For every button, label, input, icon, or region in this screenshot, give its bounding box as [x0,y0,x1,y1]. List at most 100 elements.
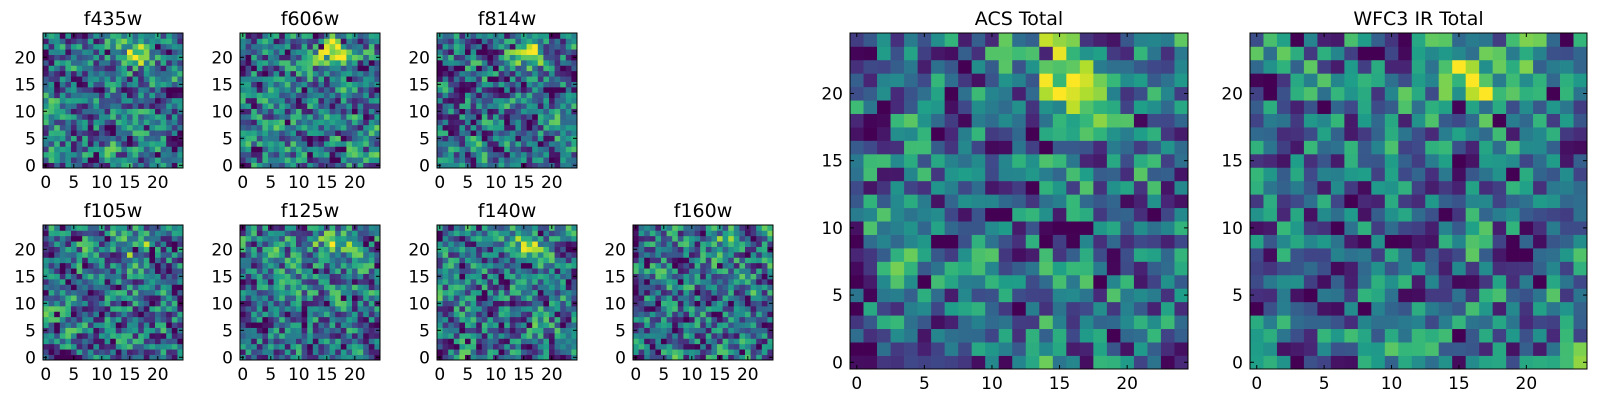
heatmap-cell [756,316,763,323]
panel-title: f105w [84,200,143,222]
heatmap-cell [99,311,105,318]
heatmap-cell [115,268,122,274]
heatmap-cell [268,306,274,312]
x-tick-label: 15 [119,173,141,193]
heatmap-cell [245,316,252,323]
heatmap-cell [76,103,83,109]
heatmap-cell [944,221,959,235]
heatmap-cell [481,157,488,163]
heatmap-cell [138,49,145,55]
heatmap-cell [256,322,263,328]
heatmap-cell [850,248,864,262]
heatmap-cell [54,130,61,136]
heatmap-cell [465,70,471,77]
heatmap-cell [76,33,83,39]
heatmap-cell [143,300,150,307]
heatmap-cell [335,76,342,82]
heatmap-cell [171,76,178,82]
heatmap-cell [363,230,370,237]
heatmap-cell [143,230,150,237]
heatmap-cell [329,70,336,77]
heatmap-cell [59,349,66,355]
heatmap-cell [543,135,550,142]
heatmap-cell [65,246,72,253]
heatmap-cell [633,279,639,285]
heatmap-cell [273,235,280,242]
heatmap-cell [65,87,72,93]
heatmap-cell [143,151,150,158]
heatmap-cell [76,306,83,312]
heatmap-cell [312,252,319,258]
heatmap-cell [739,333,746,339]
heatmap-cell [138,76,145,82]
heatmap-cell [453,235,460,242]
heatmap-cell [850,167,864,182]
heatmap-cell [240,268,246,274]
heatmap-cell [504,81,511,88]
heatmap-cell [448,119,455,126]
heatmap-cell [694,306,701,312]
heatmap-cell [448,70,455,77]
heatmap-cell [71,316,77,323]
heatmap-cell [717,257,723,264]
heatmap-cell [65,103,72,109]
heatmap-cell [307,327,314,334]
heatmap-cell [59,230,66,237]
heatmap-cell [1106,194,1121,209]
heatmap-cell [459,273,466,280]
heatmap-cell [76,241,83,247]
heatmap-cell [543,151,550,158]
heatmap-cell [437,338,443,345]
heatmap-cell [459,295,466,301]
heatmap-cell [127,135,133,142]
heatmap-cell [245,119,252,126]
heatmap-cell [448,241,455,247]
heatmap-cell [132,354,139,361]
heatmap-cell [318,97,325,104]
heatmap-cell [307,54,314,61]
heatmap-cell [76,38,83,45]
heatmap-cell [143,284,150,291]
heatmap-cell [143,311,150,318]
heatmap-cell [138,70,145,77]
heatmap-cell [437,124,443,131]
heatmap-cell [296,252,302,258]
heatmap-cell [1052,342,1067,356]
heatmap-cell [262,306,269,312]
heatmap-cell [374,268,381,274]
heatmap-cell [442,146,449,153]
heatmap-cell [498,54,505,61]
heatmap-cell [363,284,370,291]
heatmap-cell [750,333,757,339]
heatmap-cell [442,124,449,131]
heatmap-cell [93,354,100,361]
heatmap-cell [115,119,122,126]
heatmap-cell [958,342,973,356]
heatmap-cell [476,289,483,296]
heatmap-cell [312,76,319,82]
heatmap-cell [498,343,505,350]
heatmap-cell [655,322,662,328]
heatmap-cell [329,108,336,115]
heatmap-cell [543,108,550,115]
heatmap-cell [59,246,66,253]
heatmap-cell [509,65,516,72]
heatmap-cell [104,157,111,163]
x-tick-label: 15 [316,173,338,193]
heatmap-cell [262,333,269,339]
heatmap-cell [1066,234,1081,249]
heatmap-cell [340,33,347,39]
heatmap-cell [532,43,539,50]
heatmap-cell [368,300,375,307]
heatmap-cell [537,225,544,231]
heatmap-cell [143,87,150,93]
heatmap-cell [498,141,505,147]
heatmap-cell [121,65,128,72]
heatmap-cell [346,141,353,147]
heatmap-cell [560,306,567,312]
heatmap-cell [43,76,49,82]
heatmap-cell [711,306,718,312]
heatmap-cell [251,349,258,355]
heatmap-cell [268,130,274,136]
heatmap-cell [240,322,246,328]
